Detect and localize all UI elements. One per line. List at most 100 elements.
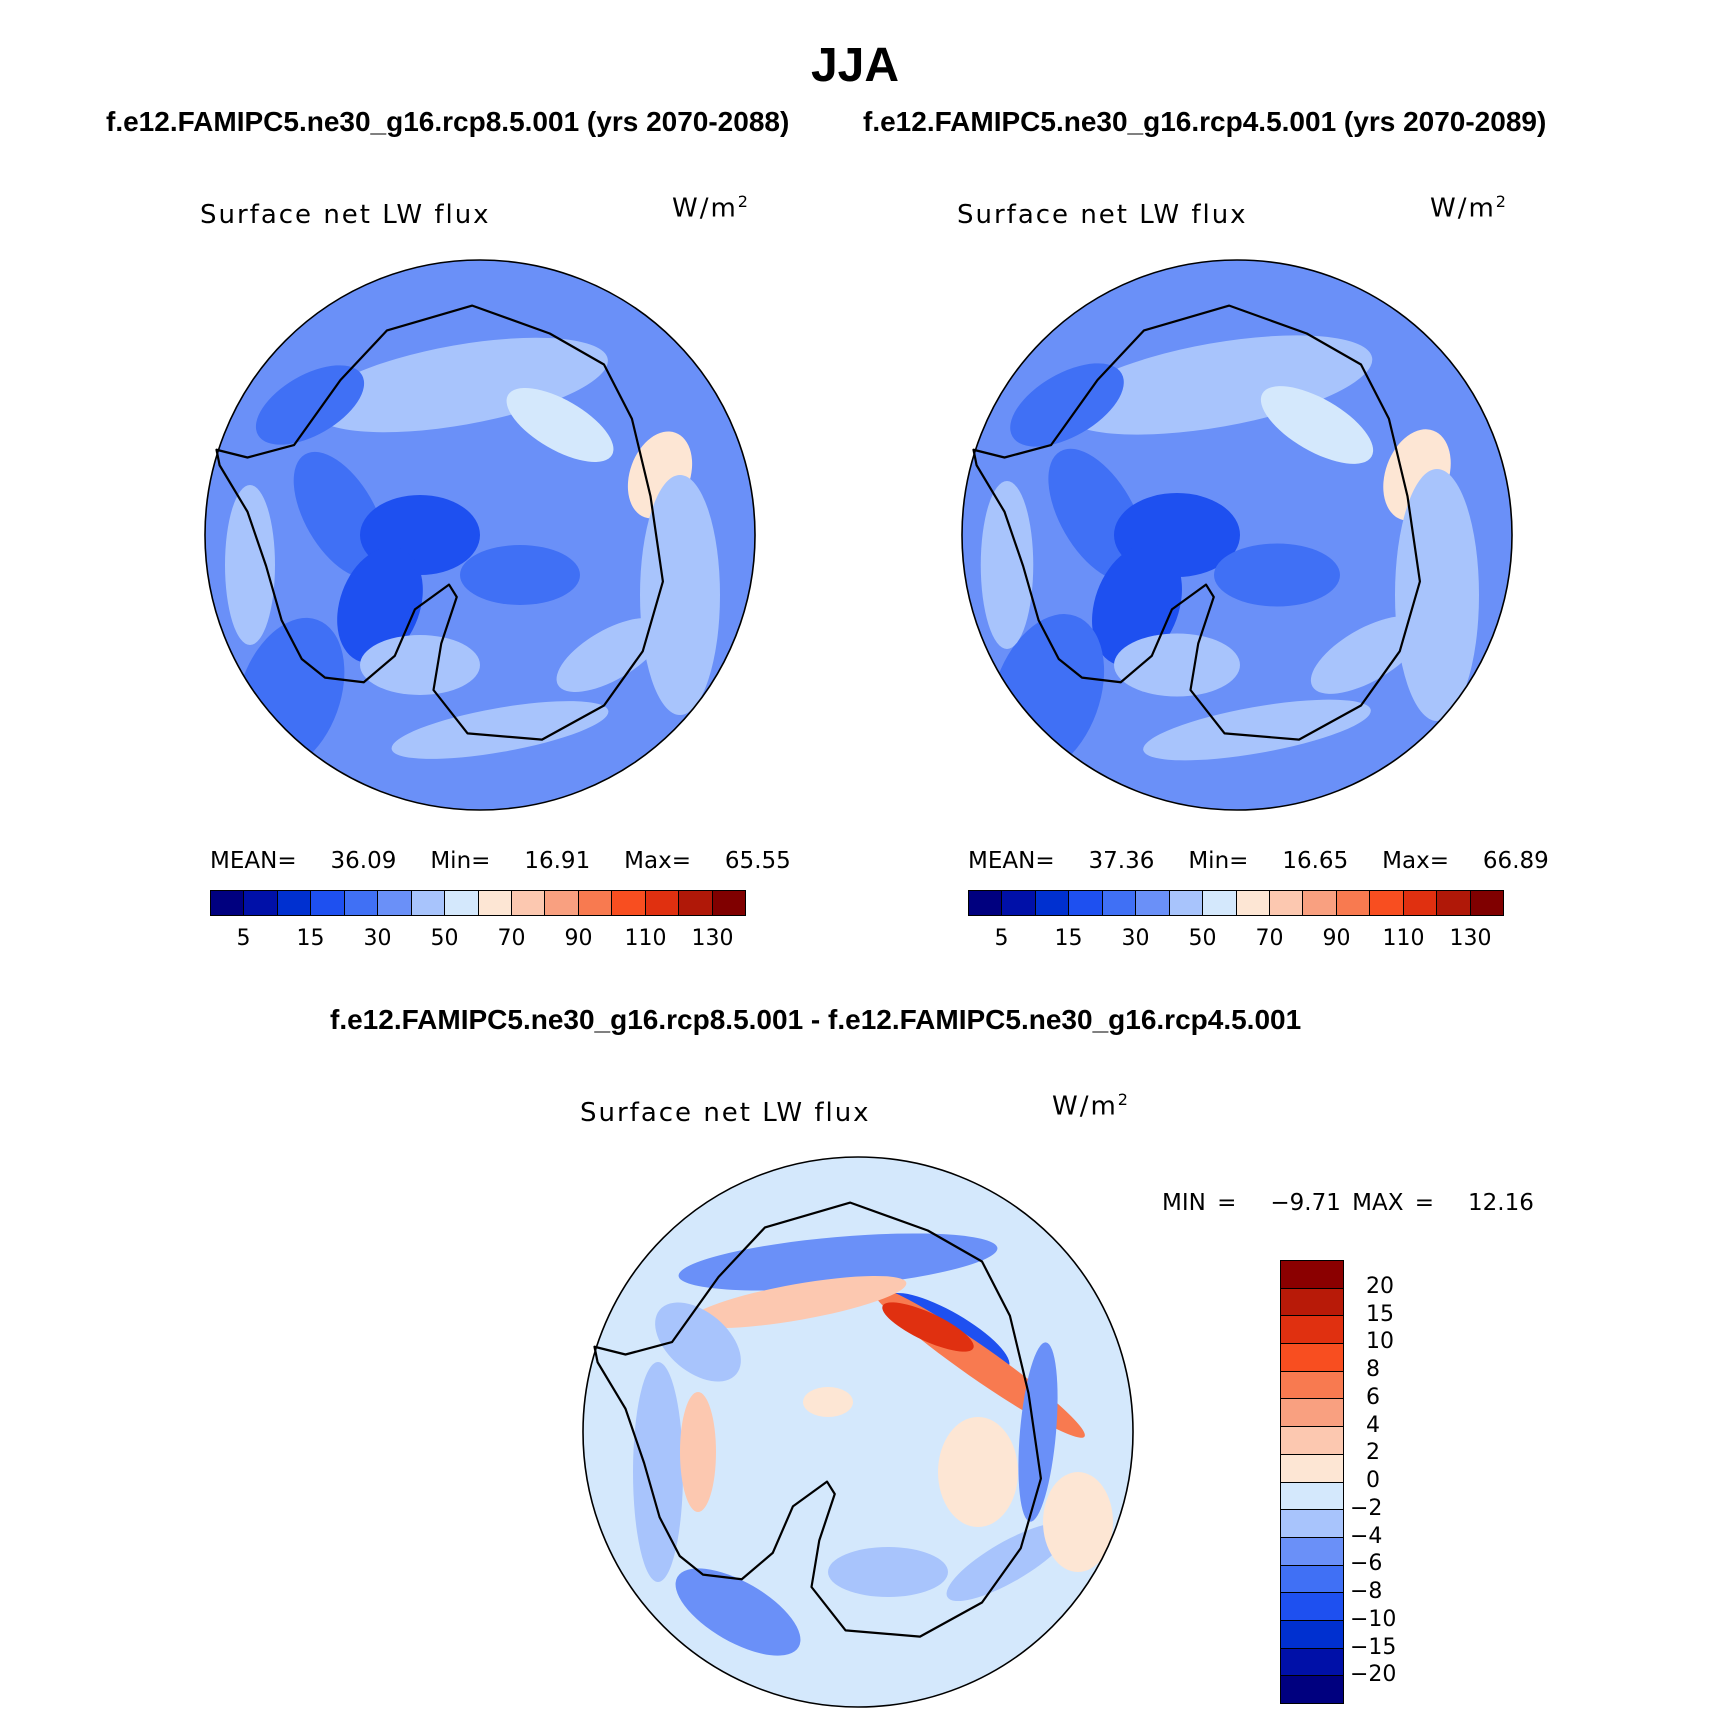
diff-colorbar-tick-label: −10 <box>1350 1606 1397 1632</box>
panel1-map <box>204 259 756 811</box>
panel2-colorbar <box>968 890 1504 916</box>
diff-colorbar-swatch <box>1281 1676 1343 1703</box>
panel1-colorbar-swatch <box>612 891 646 915</box>
diff-map <box>582 1156 1134 1708</box>
diff-map-contour-region <box>689 1275 907 1329</box>
panel1-colorbar-swatch <box>344 891 379 915</box>
panel1-colorbar-tick-label: 90 <box>564 926 593 951</box>
panel1-colorbar-tick-label: 70 <box>497 926 526 951</box>
panel1-colorbar-swatch <box>378 891 412 915</box>
panel1-case-title: f.e12.FAMIPC5.ne30_g16.rcp8.5.001 (yrs 2… <box>106 106 790 137</box>
panel2-map-boundary <box>961 259 1513 811</box>
panel2-colorbar-swatch <box>1370 891 1404 915</box>
panel2-colorbar-swatch <box>1102 891 1137 915</box>
diff-colorbar-swatch <box>1281 1482 1343 1511</box>
panel2-colorbar-swatch <box>1269 891 1304 915</box>
diff-colorbar-tick-label: 2 <box>1366 1440 1380 1466</box>
panel1-colorbar-tick-label: 15 <box>296 926 325 951</box>
diff-units: W/m2 <box>1052 1090 1128 1122</box>
diff-colorbar-swatch <box>1281 1344 1343 1372</box>
diff-map-contour-region <box>678 1233 998 1291</box>
panel2-map-coastline <box>972 304 1422 741</box>
panel2-colorbar-swatch <box>1203 891 1237 915</box>
diff-colorbar-tick-label: −6 <box>1350 1551 1383 1577</box>
panel1-colorbar-swatch <box>244 891 278 915</box>
diff-colorbar-tick-label: 10 <box>1366 1329 1394 1355</box>
panel2-colorbar-tick-label: 110 <box>1382 926 1425 951</box>
panel1-colorbar-swatch <box>211 891 245 915</box>
diff-colorbar-tick-label: 20 <box>1366 1273 1394 1299</box>
diff-colorbar-swatch <box>1281 1316 1343 1345</box>
panel1-colorbar-swatch <box>578 891 613 915</box>
panel2-map-contour-region <box>1114 633 1240 697</box>
panel1-colorbar-tick-label: 130 <box>691 926 734 951</box>
panel1-map-contour-region <box>506 388 614 462</box>
diff-colorbar-tick-label: 8 <box>1366 1357 1380 1382</box>
diff-colorbar-tick-label: 4 <box>1366 1412 1380 1438</box>
panel2-colorbar-swatch <box>1169 891 1204 915</box>
panel2-colorbar-tick-label: 130 <box>1449 926 1492 951</box>
panel2-map <box>961 259 1513 811</box>
diff-case-title: f.e12.FAMIPC5.ne30_g16.rcp8.5.001 - f.e1… <box>330 1004 1302 1035</box>
diff-colorbar-swatch <box>1281 1454 1343 1483</box>
panel1-colorbar-swatch <box>545 891 579 915</box>
diff-map-contour-region <box>1043 1472 1113 1572</box>
diff-colorbar-ticks: 20 15 10 8 6 4 2 0 −2 −4 −6 −8 −10 −15 −20 <box>1350 1260 1436 1704</box>
panel1-colorbar-tick-label: 5 <box>236 926 251 951</box>
panel2-colorbar-swatch <box>1069 891 1103 915</box>
panel1-colorbar-swatch <box>712 891 745 915</box>
panel2-colorbar-tick-label: 70 <box>1255 926 1284 951</box>
panel2-colorbar-swatch <box>1403 891 1438 915</box>
panel2-colorbar-swatch <box>1437 891 1471 915</box>
diff-colorbar-swatch <box>1281 1261 1343 1289</box>
diff-colorbar-swatch <box>1281 1510 1343 1538</box>
panel1-colorbar-swatch <box>511 891 546 915</box>
panel2-colorbar-swatch <box>1136 891 1170 915</box>
diff-colorbar-swatch <box>1281 1593 1343 1621</box>
diff-map-contour-region <box>680 1392 716 1512</box>
diff-colorbar-swatch <box>1281 1371 1343 1400</box>
panel1-map-contour-region <box>556 618 664 692</box>
diff-map-coastline <box>593 1201 1043 1638</box>
panel2-map-contour-region <box>1143 699 1371 761</box>
panel2-colorbar-tick-label: 5 <box>994 926 1009 951</box>
diff-colorbar-tick-label: −20 <box>1350 1662 1397 1688</box>
diff-map-contour-region <box>938 1417 1018 1527</box>
diff-colorbar-tick-label: 6 <box>1366 1384 1380 1410</box>
panel1-colorbar-tick-label: 50 <box>430 926 459 951</box>
panel2-colorbar-tick-label: 15 <box>1054 926 1083 951</box>
diff-variable-label: Surface net LW flux <box>580 1098 871 1128</box>
panel2-map-contour-region <box>1310 616 1424 694</box>
panel1-map-coastline <box>215 304 665 741</box>
panel2-colorbar-swatch <box>1336 891 1371 915</box>
panel1-map-contour-region <box>640 475 720 715</box>
panel2-case-title: f.e12.FAMIPC5.ne30_g16.rcp4.5.001 (yrs 2… <box>863 106 1547 137</box>
diff-colorbar-tick-label: −8 <box>1350 1579 1383 1604</box>
panel2-colorbar-tick-label: 90 <box>1322 926 1351 951</box>
panel2-colorbar-ticks: 5 15 30 50 70 90 110 130 <box>968 926 1504 956</box>
panel1-map-contour-region <box>391 701 609 759</box>
diff-colorbar-tick-label: 15 <box>1366 1301 1394 1327</box>
panel2-map-contour-region <box>1260 386 1374 464</box>
diff-map-contour-region <box>803 1387 853 1417</box>
panel2-colorbar-tick-label: 50 <box>1188 926 1217 951</box>
panel2-stats: MEAN= 37.36 Min= 16.65 Max= 66.89 <box>968 848 1549 874</box>
diff-map-contour-region <box>633 1362 683 1582</box>
diff-colorbar-swatch <box>1281 1399 1343 1428</box>
panel1-colorbar-swatch <box>311 891 345 915</box>
panel2-colorbar-swatch <box>969 891 1003 915</box>
diff-map-contour-region <box>1018 1342 1058 1522</box>
panel2-units: W/m2 <box>1430 192 1506 224</box>
panel2-colorbar-swatch <box>1236 891 1270 915</box>
panel1-map-contour-region <box>225 485 275 645</box>
panel1-colorbar <box>210 890 746 916</box>
panel1-stats: MEAN= 36.09 Min= 16.91 Max= 65.55 <box>210 848 791 874</box>
panel1-variable-label: Surface net LW flux <box>200 200 491 230</box>
panel1-map-contour-region <box>337 546 423 664</box>
diff-colorbar-tick-label: −2 <box>1350 1495 1383 1521</box>
panel2-variable-label: Surface net LW flux <box>957 200 1248 230</box>
panel1-map-contour-region <box>360 635 480 695</box>
panel1-colorbar-swatch <box>445 891 479 915</box>
diff-colorbar-swatch <box>1281 1565 1343 1594</box>
